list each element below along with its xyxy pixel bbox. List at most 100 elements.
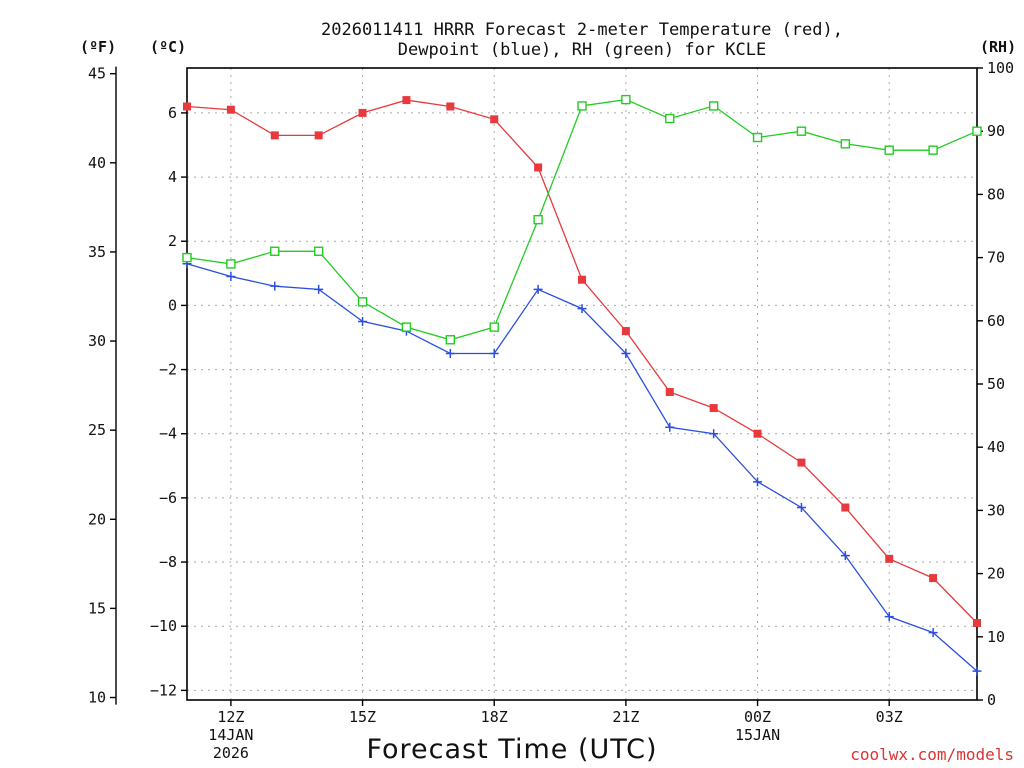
rh-point xyxy=(928,145,938,155)
temperature-line xyxy=(186,99,978,624)
dewpoint-point xyxy=(226,272,236,282)
x-tick-label: 2026 xyxy=(213,744,249,762)
rh-tick-label: 30 xyxy=(987,501,1005,519)
temperature-point xyxy=(753,429,762,438)
fahrenheit-tick-label: 45 xyxy=(88,65,106,83)
rh-point xyxy=(840,139,851,149)
rh-point xyxy=(313,246,324,256)
x-tick-label: 15JAN xyxy=(735,726,780,744)
rh-point xyxy=(445,335,456,345)
temperature-point xyxy=(534,163,543,172)
dewpoint-point xyxy=(840,551,850,561)
temperature-point xyxy=(929,574,938,583)
rh-point xyxy=(972,126,982,136)
temperature-point xyxy=(402,96,411,105)
dewpoint-point xyxy=(445,349,455,359)
temperature-point xyxy=(797,458,806,467)
temperature-point xyxy=(885,554,894,563)
rh-tick-label: 50 xyxy=(987,375,1005,393)
rh-point xyxy=(182,252,192,263)
fahrenheit-tick-label: 15 xyxy=(88,599,106,617)
temperature-point xyxy=(446,102,455,111)
dewpoint-point xyxy=(753,477,763,487)
x-tick-label: 03Z xyxy=(876,708,903,726)
plot-frame xyxy=(186,67,978,701)
celsius-unit-label: (ºC) xyxy=(150,38,186,56)
rh-point xyxy=(533,214,543,225)
celsius-tick-label: 4 xyxy=(168,168,177,186)
dewpoint-point xyxy=(314,284,324,294)
dewpoint-line xyxy=(186,263,978,672)
rh-tick-label: 60 xyxy=(987,312,1005,330)
dewpoint-point xyxy=(928,628,938,638)
rh-unit-label: (RH) xyxy=(980,38,1016,56)
rh-point xyxy=(489,322,499,332)
temperature-point xyxy=(490,115,499,124)
dewpoint-point xyxy=(665,422,675,432)
x-tick-label: 12Z xyxy=(217,708,244,726)
dewpoint-point xyxy=(884,612,894,622)
fahrenheit-tick-label: 20 xyxy=(88,510,106,528)
temperature-point xyxy=(226,105,235,114)
rh-tick-label: 80 xyxy=(987,185,1005,203)
rh-point xyxy=(708,101,719,111)
temperature-point xyxy=(183,102,191,111)
celsius-tick-label: 0 xyxy=(168,296,177,314)
chart-title-line2: Dewpoint (blue), RH (green) for KCLE xyxy=(398,40,766,60)
celsius-tick-label: 2 xyxy=(168,232,177,250)
fahrenheit-tick-label: 10 xyxy=(88,689,106,707)
celsius-tick-label: −2 xyxy=(159,361,177,379)
dewpoint-point xyxy=(489,349,499,359)
rh-point xyxy=(577,101,587,111)
celsius-tick-label: −12 xyxy=(150,681,177,699)
data-series xyxy=(182,94,982,676)
grid-lines xyxy=(187,68,977,700)
dewpoint-point xyxy=(533,284,543,294)
dewpoint-point xyxy=(577,304,587,314)
rh-point xyxy=(401,322,412,332)
rh-tick-label: 10 xyxy=(987,628,1005,646)
rh-point xyxy=(884,145,894,155)
temperature-point xyxy=(841,503,850,512)
fahrenheit-unit-label: (ºF) xyxy=(80,38,116,56)
temperature-point xyxy=(973,619,981,628)
temperature-point xyxy=(270,131,279,140)
dewpoint-point xyxy=(270,281,280,291)
fahrenheit-tick-label: 35 xyxy=(88,243,106,261)
dewpoint-point xyxy=(621,349,631,359)
celsius-tick-label: −6 xyxy=(159,489,177,507)
celsius-tick-label: −10 xyxy=(150,617,177,635)
rh-point xyxy=(621,94,631,105)
temperature-point xyxy=(358,108,367,117)
dewpoint-point xyxy=(709,429,719,439)
rh-tick-label: 70 xyxy=(987,249,1005,267)
temperature-point xyxy=(314,131,323,140)
celsius-tick-label: 6 xyxy=(168,104,177,122)
fahrenheit-tick-label: 30 xyxy=(88,332,106,350)
chart-title-line1: 2026011411 HRRR Forecast 2-meter Tempera… xyxy=(321,20,843,40)
celsius-tick-label: −4 xyxy=(159,425,177,443)
fahrenheit-tick-label: 40 xyxy=(88,154,106,172)
temperature-point xyxy=(665,388,674,397)
rh-point xyxy=(270,246,280,256)
credit-link[interactable]: coolwx.com/models xyxy=(850,745,1014,764)
rh-tick-label: 90 xyxy=(987,122,1005,140)
temperature-point xyxy=(578,275,586,284)
rh-tick-label: 0 xyxy=(987,691,996,709)
rh-point xyxy=(226,259,236,269)
rh-point xyxy=(796,126,807,136)
fahrenheit-tick-label: 25 xyxy=(88,421,106,439)
rh-point xyxy=(665,113,675,124)
x-tick-label: 15Z xyxy=(349,708,376,726)
x-tick-label: 21Z xyxy=(612,708,639,726)
celsius-tick-label: −8 xyxy=(159,553,177,571)
temperature-point xyxy=(709,404,718,413)
x-tick-label: 00Z xyxy=(744,708,771,726)
rh-point xyxy=(752,132,763,143)
x-axis-title: Forecast Time (UTC) xyxy=(366,734,657,765)
x-tick-label: 18Z xyxy=(481,708,508,726)
dewpoint-point xyxy=(358,316,368,326)
rh-tick-label: 20 xyxy=(987,565,1005,583)
